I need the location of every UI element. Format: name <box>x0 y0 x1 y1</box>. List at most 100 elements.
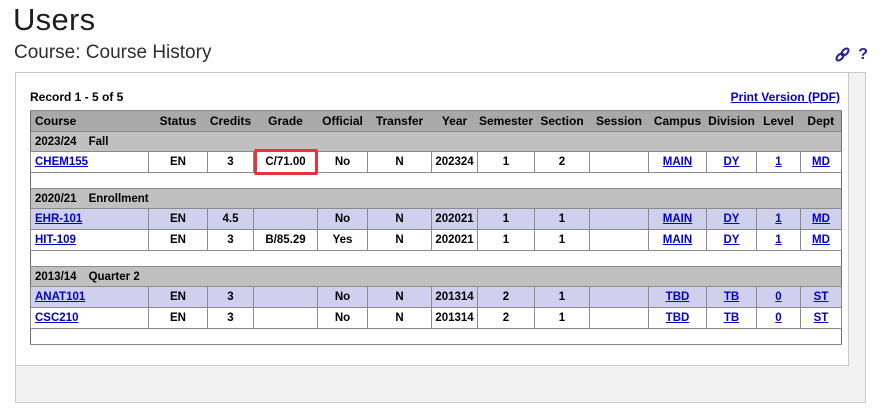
level-link[interactable]: 1 <box>775 213 782 225</box>
column-header-status: Status <box>148 110 208 132</box>
course-history-table: Course Status Credits Grade Official Transfer… <box>30 110 842 345</box>
cell-transfer: N <box>367 208 432 230</box>
cell-level: 1 <box>756 229 801 251</box>
chain-link-icon[interactable] <box>834 46 851 63</box>
cell-year: 202021 <box>431 208 478 230</box>
cell-credits: 4.5 <box>207 208 254 230</box>
cell-section: 1 <box>534 286 590 308</box>
table-row: EHR-101 EN 4.5 No N 202021 1 1 MAIN DY 1 MD <box>30 208 842 230</box>
column-header-campus: Campus <box>648 110 707 132</box>
cell-division: TB <box>706 286 757 308</box>
column-header-official: Official <box>317 110 368 132</box>
cell-dept: MD <box>800 208 842 230</box>
course-link[interactable]: ANAT101 <box>35 291 86 303</box>
cell-grade: C/71.00 <box>253 149 318 175</box>
cell-dept: MD <box>800 151 842 173</box>
record-bar: Record 1 - 5 of 5 Print Version (PDF) <box>30 90 840 104</box>
cell-course: HIT-109 <box>30 229 149 251</box>
dept-link[interactable]: ST <box>813 291 829 303</box>
print-version-link[interactable]: Print Version (PDF) <box>730 90 840 104</box>
campus-link[interactable]: TBD <box>665 312 690 324</box>
campus-link[interactable]: MAIN <box>662 213 693 225</box>
division-link[interactable]: DY <box>723 234 740 246</box>
campus-link[interactable]: MAIN <box>662 156 693 168</box>
content-well: Record 1 - 5 of 5 Print Version (PDF) Co… <box>15 72 866 403</box>
cell-transfer: N <box>367 151 432 173</box>
division-link[interactable]: TB <box>723 312 740 324</box>
dept-link[interactable]: MD <box>812 156 830 168</box>
cell-session <box>589 307 649 329</box>
cell-official: Yes <box>317 229 368 251</box>
cell-campus: MAIN <box>648 208 707 230</box>
cell-semester: 2 <box>477 286 535 308</box>
cell-grade <box>253 208 318 230</box>
column-header-semester: Semester <box>477 110 535 132</box>
table-row: HIT-109 EN 3 B/85.29 Yes N 202021 1 1 MAIN DY 1 MD <box>30 229 842 251</box>
group-year-range: 2023/24 <box>35 135 77 148</box>
spacer-row <box>30 250 842 267</box>
group-header-row: 2013/14 Quarter 2 <box>30 266 842 287</box>
header-toolbar: ? <box>834 46 868 63</box>
cell-year: 201314 <box>431 286 478 308</box>
level-link[interactable]: 1 <box>775 156 782 168</box>
campus-link[interactable]: TBD <box>665 291 690 303</box>
cell-section: 1 <box>534 208 590 230</box>
cell-dept: ST <box>800 307 842 329</box>
column-header-year: Year <box>431 110 478 132</box>
group-header-row: 2020/21 Enrollment <box>30 188 842 209</box>
cell-section: 1 <box>534 307 590 329</box>
level-link[interactable]: 1 <box>775 234 782 246</box>
cell-year: 201314 <box>431 307 478 329</box>
division-link[interactable]: TB <box>723 291 740 303</box>
dept-link[interactable]: MD <box>812 213 830 225</box>
cell-course: CHEM155 <box>30 151 149 173</box>
cell-status: EN <box>148 151 208 173</box>
cell-session <box>589 151 649 173</box>
group-year-range: 2020/21 <box>35 192 77 205</box>
cell-campus: MAIN <box>648 229 707 251</box>
cell-division: TB <box>706 307 757 329</box>
page-subtitle: Course: Course History <box>14 42 212 63</box>
course-link[interactable]: CHEM155 <box>35 156 89 168</box>
cell-campus: TBD <box>648 307 707 329</box>
column-header-course: Course <box>30 110 149 132</box>
cell-session <box>589 229 649 251</box>
cell-semester: 2 <box>477 307 535 329</box>
group-term: Fall <box>88 135 109 148</box>
cell-campus: MAIN <box>648 151 707 173</box>
cell-credits: 3 <box>207 229 254 251</box>
record-count: Record 1 - 5 of 5 <box>30 90 124 104</box>
cell-course: CSC210 <box>30 307 149 329</box>
cell-official: No <box>317 151 368 173</box>
dept-link[interactable]: ST <box>813 312 829 324</box>
division-link[interactable]: DY <box>723 213 740 225</box>
course-link[interactable]: EHR-101 <box>35 213 83 225</box>
cell-transfer: N <box>367 229 432 251</box>
cell-session <box>589 208 649 230</box>
cell-course: EHR-101 <box>30 208 149 230</box>
help-icon[interactable]: ? <box>858 45 868 63</box>
course-link[interactable]: CSC210 <box>35 312 79 324</box>
cell-section: 1 <box>534 229 590 251</box>
cell-level: 1 <box>756 151 801 173</box>
column-header-dept: Dept <box>800 110 842 132</box>
table-row: CHEM155 EN 3 C/71.00 No N 202324 1 2 MAIN DY 1 MD <box>30 149 842 175</box>
campus-link[interactable]: MAIN <box>662 234 693 246</box>
course-link[interactable]: HIT-109 <box>35 234 76 246</box>
cell-level: 0 <box>756 307 801 329</box>
level-link[interactable]: 0 <box>775 312 782 324</box>
cell-official: No <box>317 286 368 308</box>
page-title: Users <box>13 2 96 37</box>
column-header-division: Division <box>706 110 757 132</box>
cell-credits: 3 <box>207 307 254 329</box>
division-link[interactable]: DY <box>723 156 740 168</box>
cell-grade: B/85.29 <box>253 229 318 251</box>
cell-semester: 1 <box>477 229 535 251</box>
cell-course: ANAT101 <box>30 286 149 308</box>
column-header-credits: Credits <box>207 110 254 132</box>
table-header-row: Course Status Credits Grade Official Transfer… <box>30 110 842 132</box>
dept-link[interactable]: MD <box>812 234 830 246</box>
level-link[interactable]: 0 <box>775 291 782 303</box>
cell-division: DY <box>706 229 757 251</box>
cell-semester: 1 <box>477 208 535 230</box>
